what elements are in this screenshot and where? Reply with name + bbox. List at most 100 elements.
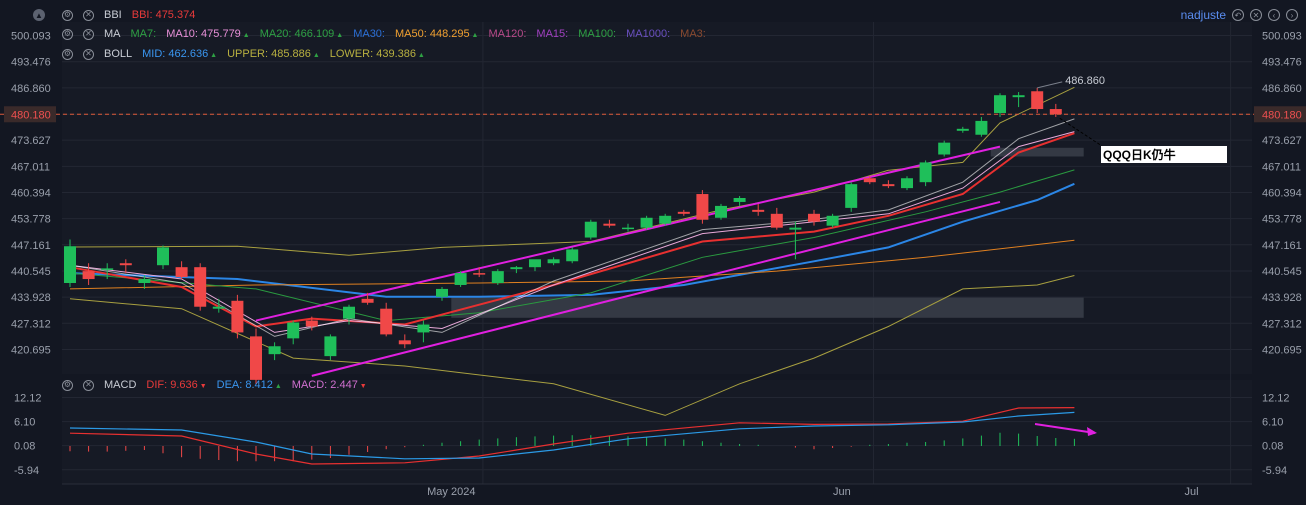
candle-body <box>324 336 337 357</box>
support-zone <box>451 297 1084 318</box>
last-price-tag-right <box>1254 106 1306 123</box>
candle-body <box>231 300 244 333</box>
indicator-value-mid: MID: 462.636 ▲ <box>142 48 218 60</box>
indicator-name-bbi: BBI <box>104 9 122 21</box>
ma-indicator-row: ⚙ ✕ MA MA7: MA10: 475.779 ▲ MA20: 466.109 … <box>62 26 716 42</box>
indicator-value-ma120: MA120: <box>488 28 527 40</box>
close-icon[interactable]: ✕ <box>83 379 94 391</box>
candle-body <box>938 142 951 155</box>
y-tick-label-right: 493.476 <box>1262 57 1302 69</box>
candle-body <box>919 162 932 183</box>
candle-body <box>1012 95 1025 98</box>
close-icon[interactable]: ✕ <box>83 9 94 21</box>
high-callout-line <box>1037 81 1063 89</box>
high-price-label: 486.860 <box>1065 75 1105 87</box>
indicator-value-dif: DIF: 9.636 ▼ <box>146 379 207 391</box>
candlestick-series <box>64 87 1062 384</box>
bbi-indicator-row: ⚙ ✕ BBI BBI: 475.374 <box>62 7 205 23</box>
candle-body <box>64 246 76 283</box>
candle-body <box>305 320 318 327</box>
y-tick-label-left: 486.860 <box>11 83 51 95</box>
indicator-value-macd: MACD: 2.447 ▼ <box>291 379 367 391</box>
adjust-mode-label[interactable]: nadjuste <box>1180 8 1226 22</box>
line-mid <box>69 182 1075 298</box>
macd-panel-background <box>62 380 1252 484</box>
chart-toolbar: nadjuste ↶ ✕ ‹ › <box>1181 8 1298 22</box>
indicator-value-upper: UPPER: 485.886 ▲ <box>227 48 320 60</box>
macd-y-tick-label-right: 0.08 <box>1262 441 1283 453</box>
candle-body <box>808 213 820 222</box>
y-tick-label-right: 500.093 <box>1262 31 1302 43</box>
candle-body <box>436 288 448 297</box>
close-icon[interactable]: ✕ <box>1250 9 1262 21</box>
candle-body <box>566 249 579 262</box>
indicator-value-ma1000: MA1000: <box>626 28 671 40</box>
y-tick-label-left: 493.476 <box>11 57 51 69</box>
trend-lines <box>255 145 1001 377</box>
support-zones <box>451 147 1084 318</box>
candle-body <box>584 221 597 238</box>
x-axis-label: Jul <box>1185 486 1199 498</box>
line-ma10 <box>69 131 1075 333</box>
candle-body <box>101 268 114 270</box>
close-icon[interactable]: ✕ <box>83 48 94 60</box>
collapse-icon[interactable]: ▲ <box>33 9 45 21</box>
trend-line <box>311 200 1001 377</box>
y-tick-label-left: 473.627 <box>11 135 51 147</box>
indicator-value-ma15: MA15: <box>536 28 569 40</box>
x-axis-label: Jun <box>833 486 851 498</box>
grid-lines <box>62 22 1252 484</box>
macd-y-tick-label-right: 6.10 <box>1262 417 1283 429</box>
macd-indicator-row: ⚙ ✕ MACD DIF: 9.636 ▼ DEA: 8.412 ▲ MACD: 2… <box>62 377 377 393</box>
candle-body <box>398 340 411 345</box>
indicator-value-dea: DEA: 8.412 ▲ <box>216 379 282 391</box>
line-ma7 <box>69 118 1075 337</box>
macd-y-tick-label-left: 6.10 <box>14 417 35 429</box>
y-tick-label-right: 460.394 <box>1262 187 1302 199</box>
candle-body <box>212 306 225 309</box>
indicator-name-ma: MA <box>104 28 121 40</box>
candle-body <box>287 322 300 339</box>
y-tick-label-right: 486.860 <box>1262 83 1302 95</box>
indicator-value-ma50: MA50: 448.295 ▲ <box>394 28 479 40</box>
macd-arrow-head <box>1087 427 1097 436</box>
macd-y-tick-label-left: 12.12 <box>14 393 42 405</box>
candle-body <box>863 178 876 183</box>
indicator-value-ma20: MA20: 466.109 ▲ <box>259 28 344 40</box>
candle-body <box>268 346 281 355</box>
settings-icon[interactable]: ⚙ <box>62 9 73 21</box>
y-tick-label-left: 460.394 <box>11 187 51 199</box>
close-icon[interactable]: ✕ <box>83 28 94 40</box>
undo-icon[interactable]: ↶ <box>1232 9 1244 21</box>
y-tick-label-right: 447.161 <box>1262 240 1302 252</box>
candle-body <box>901 178 913 189</box>
trend-line <box>255 145 1001 322</box>
macd-y-tick-label-right: 12.12 <box>1262 393 1290 405</box>
candle-body <box>529 259 541 268</box>
back-icon[interactable]: ‹ <box>1268 9 1280 21</box>
macd-panel <box>69 407 1097 465</box>
last-price-label-left: 480.180 <box>11 109 51 121</box>
candle-body <box>603 223 616 226</box>
candle-body <box>119 263 132 266</box>
macd-y-tick-label-left: 0.08 <box>14 441 35 453</box>
candle-body <box>752 209 765 212</box>
y-tick-label-right: 427.312 <box>1262 318 1302 330</box>
last-price-label-right: 480.180 <box>1262 109 1302 121</box>
candle-body <box>491 271 504 283</box>
candle-body <box>157 247 169 266</box>
support-zone <box>990 147 1084 157</box>
forward-icon[interactable]: › <box>1286 9 1298 21</box>
settings-icon[interactable]: ⚙ <box>62 28 73 40</box>
macd-arrow-line <box>1034 423 1096 434</box>
candle-body <box>715 205 727 218</box>
y-tick-label-right: 433.928 <box>1262 292 1302 304</box>
candle-body <box>380 308 393 335</box>
settings-icon[interactable]: ⚙ <box>62 48 73 60</box>
candle-body <box>194 267 207 307</box>
y-tick-label-left: 427.312 <box>11 318 51 330</box>
y-tick-label-left: 447.161 <box>11 240 51 252</box>
settings-icon[interactable]: ⚙ <box>62 379 73 391</box>
annotation-box <box>1101 146 1227 163</box>
